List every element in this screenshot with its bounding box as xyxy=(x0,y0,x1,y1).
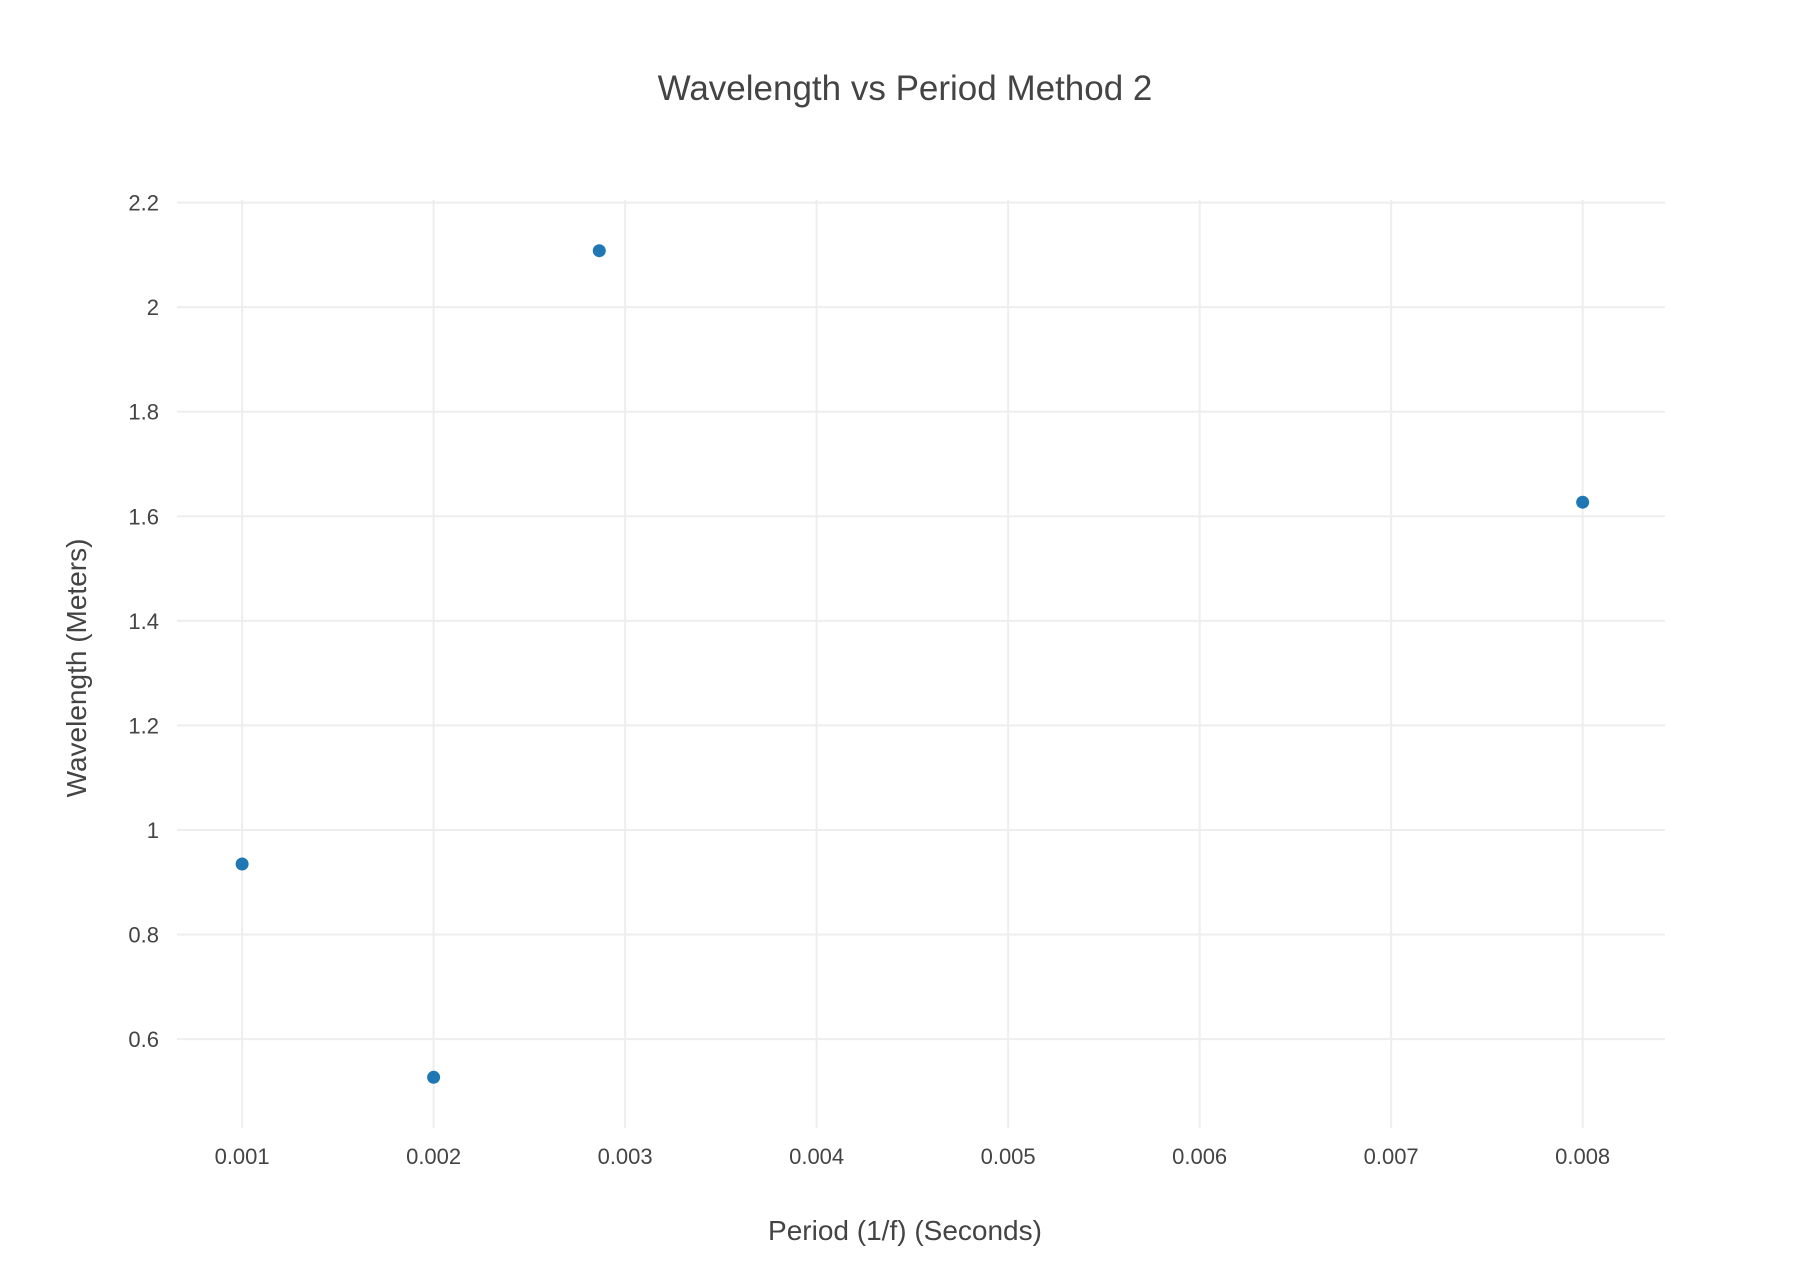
data-point[interactable] xyxy=(235,857,249,871)
y-tick-label: 1.4 xyxy=(128,609,159,634)
x-tick-label: 0.008 xyxy=(1555,1144,1610,1169)
y-tick-label: 2.2 xyxy=(128,191,159,216)
y-tick-label: 0.6 xyxy=(128,1027,159,1052)
y-tick-label: 1.2 xyxy=(128,713,159,738)
x-tick-label: 0.005 xyxy=(981,1144,1036,1169)
x-axis-title: Period (1/f) (Seconds) xyxy=(768,1215,1042,1246)
x-tick-label: 0.003 xyxy=(598,1144,653,1169)
y-tick-label: 1.6 xyxy=(128,504,159,529)
data-point[interactable] xyxy=(1576,495,1590,509)
chart-title: Wavelength vs Period Method 2 xyxy=(658,69,1153,108)
x-tick-label: 0.007 xyxy=(1364,1144,1419,1169)
x-tick-label: 0.001 xyxy=(215,1144,270,1169)
y-tick-label: 1 xyxy=(147,818,159,843)
x-tick-label: 0.006 xyxy=(1172,1144,1227,1169)
y-tick-label: 0.8 xyxy=(128,923,159,948)
y-axis-ticks: 0.6 0.8 1 1.2 1.4 1.6 1.8 2 2.2 xyxy=(128,191,159,1053)
x-axis-ticks: 0.001 0.002 0.003 0.004 0.005 0.006 0.007 0.008 xyxy=(215,1144,1611,1169)
data-point[interactable] xyxy=(427,1070,441,1084)
grid xyxy=(177,200,1665,1128)
y-tick-label: 1.8 xyxy=(128,400,159,425)
x-tick-label: 0.002 xyxy=(406,1144,461,1169)
x-tick-label: 0.004 xyxy=(789,1144,844,1169)
data-points xyxy=(235,244,1590,1084)
y-tick-label: 2 xyxy=(147,295,159,320)
y-axis-title: Wavelength (Meters) xyxy=(61,539,92,798)
data-point[interactable] xyxy=(592,244,606,258)
